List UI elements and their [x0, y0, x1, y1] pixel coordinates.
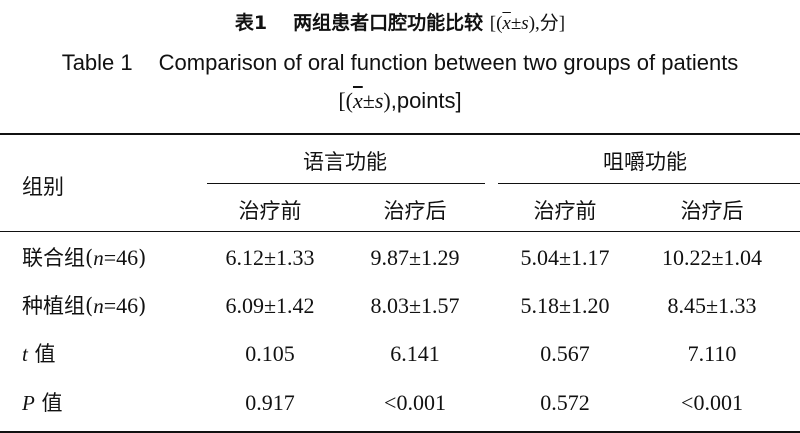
table-cell: 9.87±1.29 — [370, 245, 460, 270]
caption-chinese: 表1 两组患者口腔功能比较 [(x±s),分] — [0, 8, 800, 35]
table-cell: 5.04±1.17 — [520, 245, 610, 270]
table-cell: 8.03±1.57 — [370, 293, 460, 318]
table-cell: 8.45±1.33 — [667, 293, 757, 318]
caption-en-title: Comparison of oral function between two … — [158, 50, 739, 75]
sub-header: 治疗后 — [680, 199, 744, 223]
table-cell: 6.141 — [390, 341, 440, 366]
row-label-t-value: t 值 — [22, 342, 56, 366]
table-cell: 10.22±1.04 — [661, 245, 763, 270]
col-group-rule-chewing — [498, 183, 800, 184]
row-label-p-value: P 值 — [22, 391, 63, 415]
caption-en-unit: [(x±s),points] — [338, 88, 462, 113]
col-group-chewing: 咀嚼功能 — [603, 150, 687, 174]
table-cell: 0.572 — [540, 390, 590, 415]
table-cell: <0.001 — [681, 390, 743, 415]
caption-english: Table 1 Comparison of oral function betwe… — [0, 50, 800, 76]
table-cell: 6.12±1.33 — [225, 245, 315, 270]
row-label-implant: 种植组(n=46) — [22, 293, 147, 319]
col-group-speech: 语言功能 — [303, 150, 387, 174]
caption-cn-title: 两组患者口腔功能比较 — [293, 12, 484, 34]
sub-header: 治疗前 — [238, 199, 302, 223]
table-cell: 0.105 — [245, 341, 295, 366]
table-bottom-rule — [0, 431, 800, 433]
table-cell: 0.917 — [245, 390, 295, 415]
group-header: 组别 — [22, 175, 64, 199]
caption-cn-unit: [(x±s),分] — [489, 13, 566, 34]
col-group-rule-speech — [207, 183, 485, 184]
sub-header: 治疗后 — [383, 199, 447, 223]
caption-en-label: Table 1 — [61, 50, 133, 75]
caption-cn-label: 表1 — [234, 12, 268, 34]
table-top-rule — [0, 133, 800, 135]
table-cell: 5.18±1.20 — [520, 293, 610, 318]
sub-header: 治疗前 — [533, 199, 597, 223]
table-cell: 0.567 — [540, 341, 590, 366]
table-cell: 7.110 — [687, 341, 737, 366]
table-cell: <0.001 — [384, 390, 446, 415]
table-cell: 6.09±1.42 — [225, 293, 315, 318]
table-header-rule — [0, 231, 800, 232]
row-label-combined: 联合组(n=46) — [22, 245, 147, 271]
